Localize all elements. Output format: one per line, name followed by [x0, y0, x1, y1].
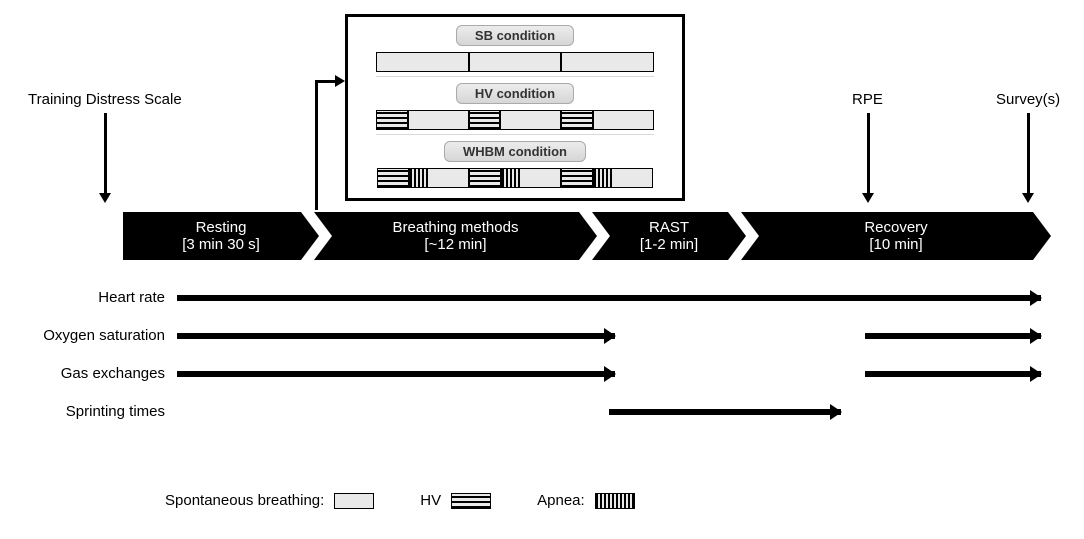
phase-title: Recovery — [864, 219, 927, 236]
segment — [561, 110, 593, 130]
phase-title: Breathing methods — [393, 219, 519, 236]
measure-label: Gas exchanges — [0, 365, 165, 382]
phase-duration: [3 min 30 s] — [182, 236, 260, 253]
segment — [593, 168, 611, 188]
phase-duration: [~12 min] — [393, 236, 519, 253]
phase-duration: [10 min] — [864, 236, 927, 253]
measure-bar — [177, 295, 1041, 301]
condition-segments — [376, 52, 654, 72]
segment — [376, 52, 469, 72]
segment — [611, 168, 653, 188]
segment — [377, 168, 409, 188]
legend-label: Spontaneous breathing: — [165, 492, 324, 509]
legend-swatch — [451, 493, 491, 509]
conditions-box: SB condition HV condition WHBM condition — [345, 14, 685, 201]
condition-title: SB condition — [456, 25, 574, 46]
segment — [469, 110, 501, 130]
segment — [469, 168, 501, 188]
legend: Spontaneous breathing: HV Apnea: — [165, 492, 671, 509]
measure-label: Oxygen saturation — [0, 327, 165, 344]
segment — [469, 52, 562, 72]
measure-bar — [865, 371, 1041, 377]
segment — [561, 52, 654, 72]
condition-segments — [376, 168, 654, 188]
label-surveys: Survey(s) — [996, 91, 1060, 108]
segment — [376, 110, 408, 130]
segment — [408, 110, 469, 130]
phase-resting: Resting[3 min 30 s] — [123, 212, 319, 260]
segment — [561, 168, 593, 188]
legend-label: Apnea: — [537, 492, 585, 509]
phase-duration: [1-2 min] — [640, 236, 698, 253]
phase-breathing: Breathing methods[~12 min] — [314, 212, 597, 260]
label-rpe: RPE — [852, 91, 883, 108]
segment — [501, 168, 519, 188]
measure-bar — [177, 371, 615, 377]
arrow-distress-stem — [104, 113, 107, 193]
measure-label: Heart rate — [0, 289, 165, 306]
phase-title: RAST — [640, 219, 698, 236]
segment — [427, 168, 469, 188]
measure-label: Sprinting times — [0, 403, 165, 420]
segment — [593, 110, 654, 130]
condition-segments — [376, 110, 654, 130]
segment — [500, 110, 561, 130]
hook-arrowhead — [335, 75, 345, 87]
arrow-surveys-stem — [1027, 113, 1030, 193]
measure-bar — [609, 409, 841, 415]
arrow-distress-head — [99, 193, 111, 203]
condition-title: HV condition — [456, 83, 574, 104]
hook-vertical — [315, 80, 318, 210]
arrow-rpe-head — [862, 193, 874, 203]
arrow-rpe-stem — [867, 113, 870, 193]
hook-horizontal — [315, 80, 337, 83]
phase-title: Resting — [182, 219, 260, 236]
measure-bar — [865, 333, 1041, 339]
condition-title: WHBM condition — [444, 141, 586, 162]
legend-swatch — [334, 493, 374, 509]
segment — [409, 168, 427, 188]
phase-rast: RAST[1-2 min] — [592, 212, 746, 260]
arrow-surveys-head — [1022, 193, 1034, 203]
measure-bar — [177, 333, 615, 339]
legend-label: HV — [420, 492, 441, 509]
segment — [519, 168, 561, 188]
legend-swatch — [595, 493, 635, 509]
phase-recovery: Recovery[10 min] — [741, 212, 1051, 260]
label-training-distress: Training Distress Scale — [28, 91, 182, 108]
